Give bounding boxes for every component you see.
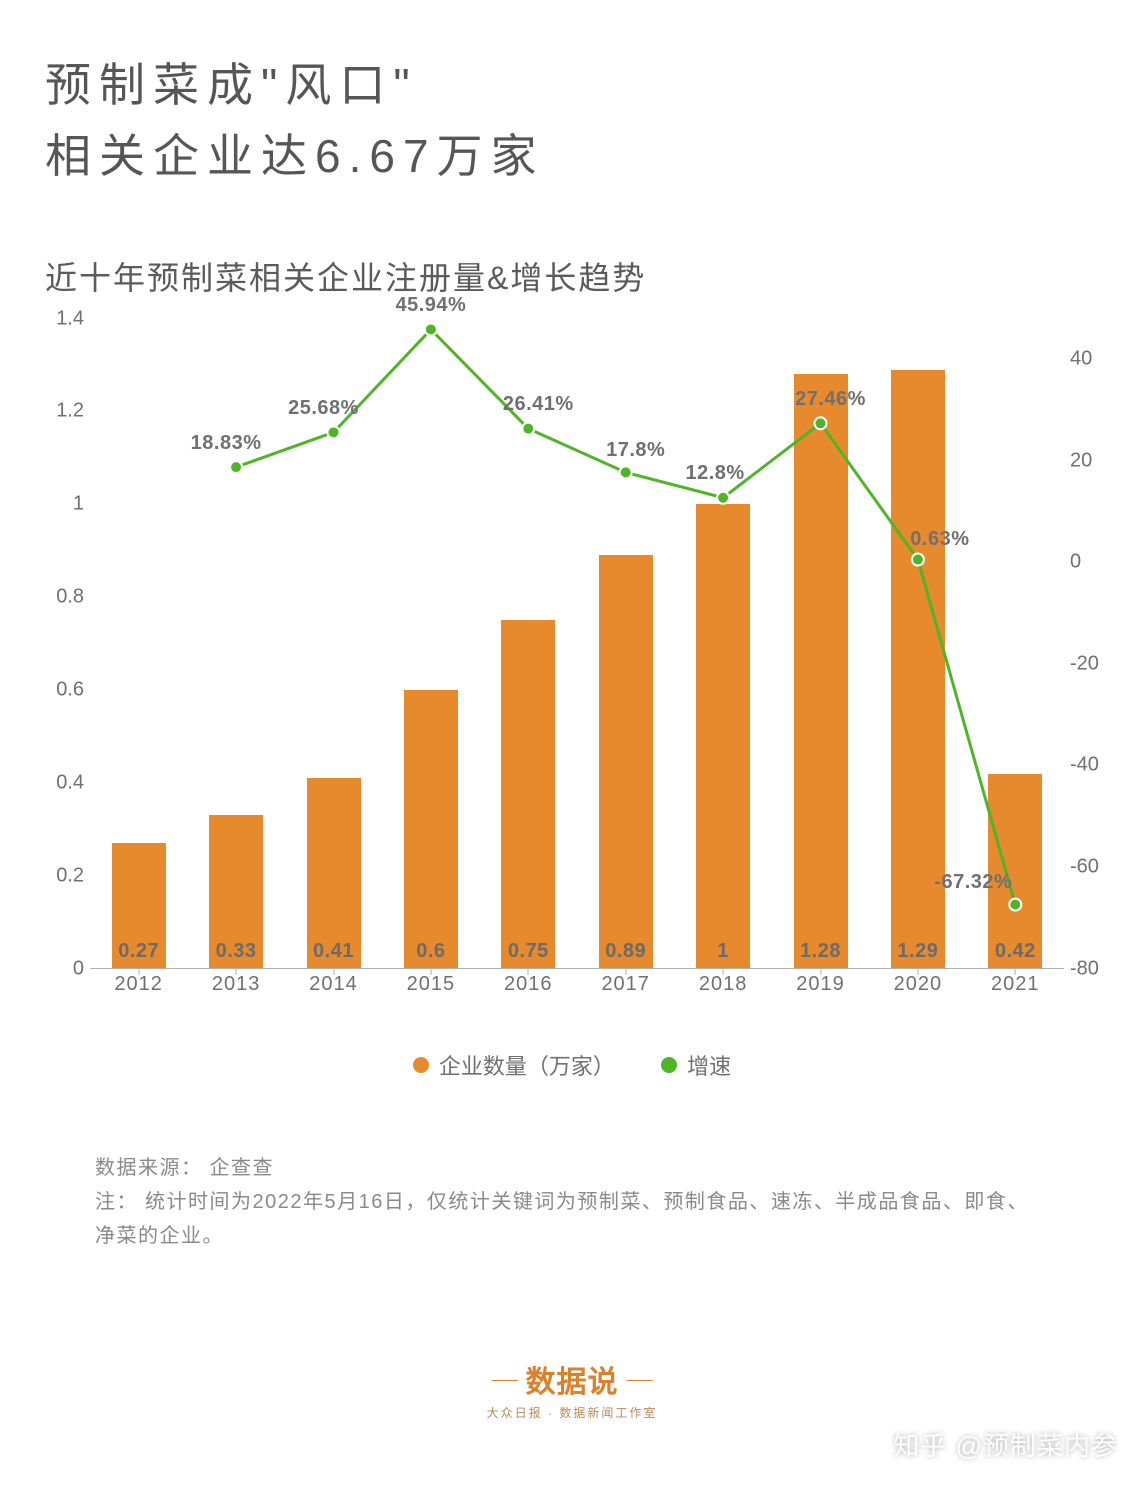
y-left-tick: 0.8 bbox=[56, 586, 84, 609]
y-right-tick: 20 bbox=[1070, 449, 1092, 472]
y-left-tick: 0 bbox=[73, 957, 84, 980]
watermark: 知乎 @预制菜内参 bbox=[883, 1426, 1118, 1463]
y-left-tick: 0.6 bbox=[56, 679, 84, 702]
y-axis-right: -80-60-40-2002040 bbox=[1064, 319, 1124, 969]
legend-label-line: 增速 bbox=[687, 1049, 731, 1081]
y-right-tick: -60 bbox=[1070, 856, 1099, 879]
y-axis-left: 00.20.40.60.811.21.4 bbox=[50, 319, 90, 969]
footnote-source: 数据来源： 企查查 bbox=[95, 1151, 1049, 1185]
legend-label-bars: 企业数量（万家） bbox=[439, 1049, 615, 1081]
brand-logo: 数据说 大众日报 · 数据新闻工作室 bbox=[487, 1357, 658, 1421]
y-left-tick: 1.2 bbox=[56, 400, 84, 423]
line-point-label: 27.46% bbox=[795, 388, 866, 411]
x-tick: 2018 bbox=[699, 973, 748, 996]
x-tick: 2021 bbox=[991, 973, 1040, 996]
y-left-tick: 0.4 bbox=[56, 771, 84, 794]
legend-bars: 企业数量（万家） bbox=[413, 1049, 615, 1081]
x-tick: 2017 bbox=[601, 973, 650, 996]
line-point-label: 26.41% bbox=[503, 393, 574, 416]
footnote-note: 注： 统计时间为2022年5月16日，仅统计关键词为预制菜、预制食品、速冻、半成… bbox=[95, 1185, 1049, 1253]
line-point-label: 17.8% bbox=[606, 439, 665, 462]
line-point-label: 45.94% bbox=[395, 294, 466, 317]
line-point-label: 12.8% bbox=[685, 462, 744, 485]
y-left-tick: 1.4 bbox=[56, 307, 84, 330]
x-tick: 2016 bbox=[504, 973, 553, 996]
y-right-tick: 40 bbox=[1070, 348, 1092, 371]
line-point-label: -67.32% bbox=[934, 871, 1012, 894]
y-right-tick: -80 bbox=[1070, 957, 1099, 980]
x-tick: 2020 bbox=[894, 973, 943, 996]
line-point-label: 25.68% bbox=[288, 397, 359, 420]
x-tick: 2015 bbox=[407, 973, 456, 996]
line-layer bbox=[90, 319, 1064, 969]
y-right-tick: 0 bbox=[1070, 551, 1081, 574]
x-tick: 2019 bbox=[796, 973, 845, 996]
brand-sub: 大众日报 · 数据新闻工作室 bbox=[487, 1404, 658, 1421]
plot-area: 0.270.330.410.60.750.8911.281.290.42 18.… bbox=[90, 319, 1064, 969]
y-right-tick: -40 bbox=[1070, 754, 1099, 777]
legend-swatch-line bbox=[661, 1057, 677, 1073]
main-title: 预制菜成"风口" 相关企业达6.67万家 bbox=[0, 0, 1144, 193]
title-line-2: 相关企业达6.67万家 bbox=[45, 130, 545, 182]
y-left-tick: 0.2 bbox=[56, 864, 84, 887]
legend: 企业数量（万家） 增速 bbox=[0, 1049, 1144, 1081]
x-tick: 2013 bbox=[212, 973, 261, 996]
brand-main: 数据说 bbox=[525, 1357, 618, 1401]
footnote: 数据来源： 企查查 注： 统计时间为2022年5月16日，仅统计关键词为预制菜、… bbox=[0, 1081, 1144, 1253]
line-point-label: 18.83% bbox=[191, 432, 262, 455]
title-line-1: 预制菜成"风口" bbox=[45, 59, 418, 111]
y-right-tick: -20 bbox=[1070, 652, 1099, 675]
legend-line: 增速 bbox=[661, 1049, 731, 1081]
x-tick: 2014 bbox=[309, 973, 358, 996]
x-axis: 2012 2013 2014 2015 2016 2017 2018 2019 2020 2021 bbox=[90, 969, 1064, 1009]
line-point-label: 0.63% bbox=[910, 528, 969, 551]
y-left-tick: 1 bbox=[73, 493, 84, 516]
chart-subtitle: 近十年预制菜相关企业注册量&增长趋势 bbox=[0, 193, 1144, 299]
chart: 00.20.40.60.811.21.4 -80-60-40-2002040 0… bbox=[50, 319, 1124, 1039]
x-tick: 2012 bbox=[114, 973, 163, 996]
legend-swatch-bars bbox=[413, 1057, 429, 1073]
